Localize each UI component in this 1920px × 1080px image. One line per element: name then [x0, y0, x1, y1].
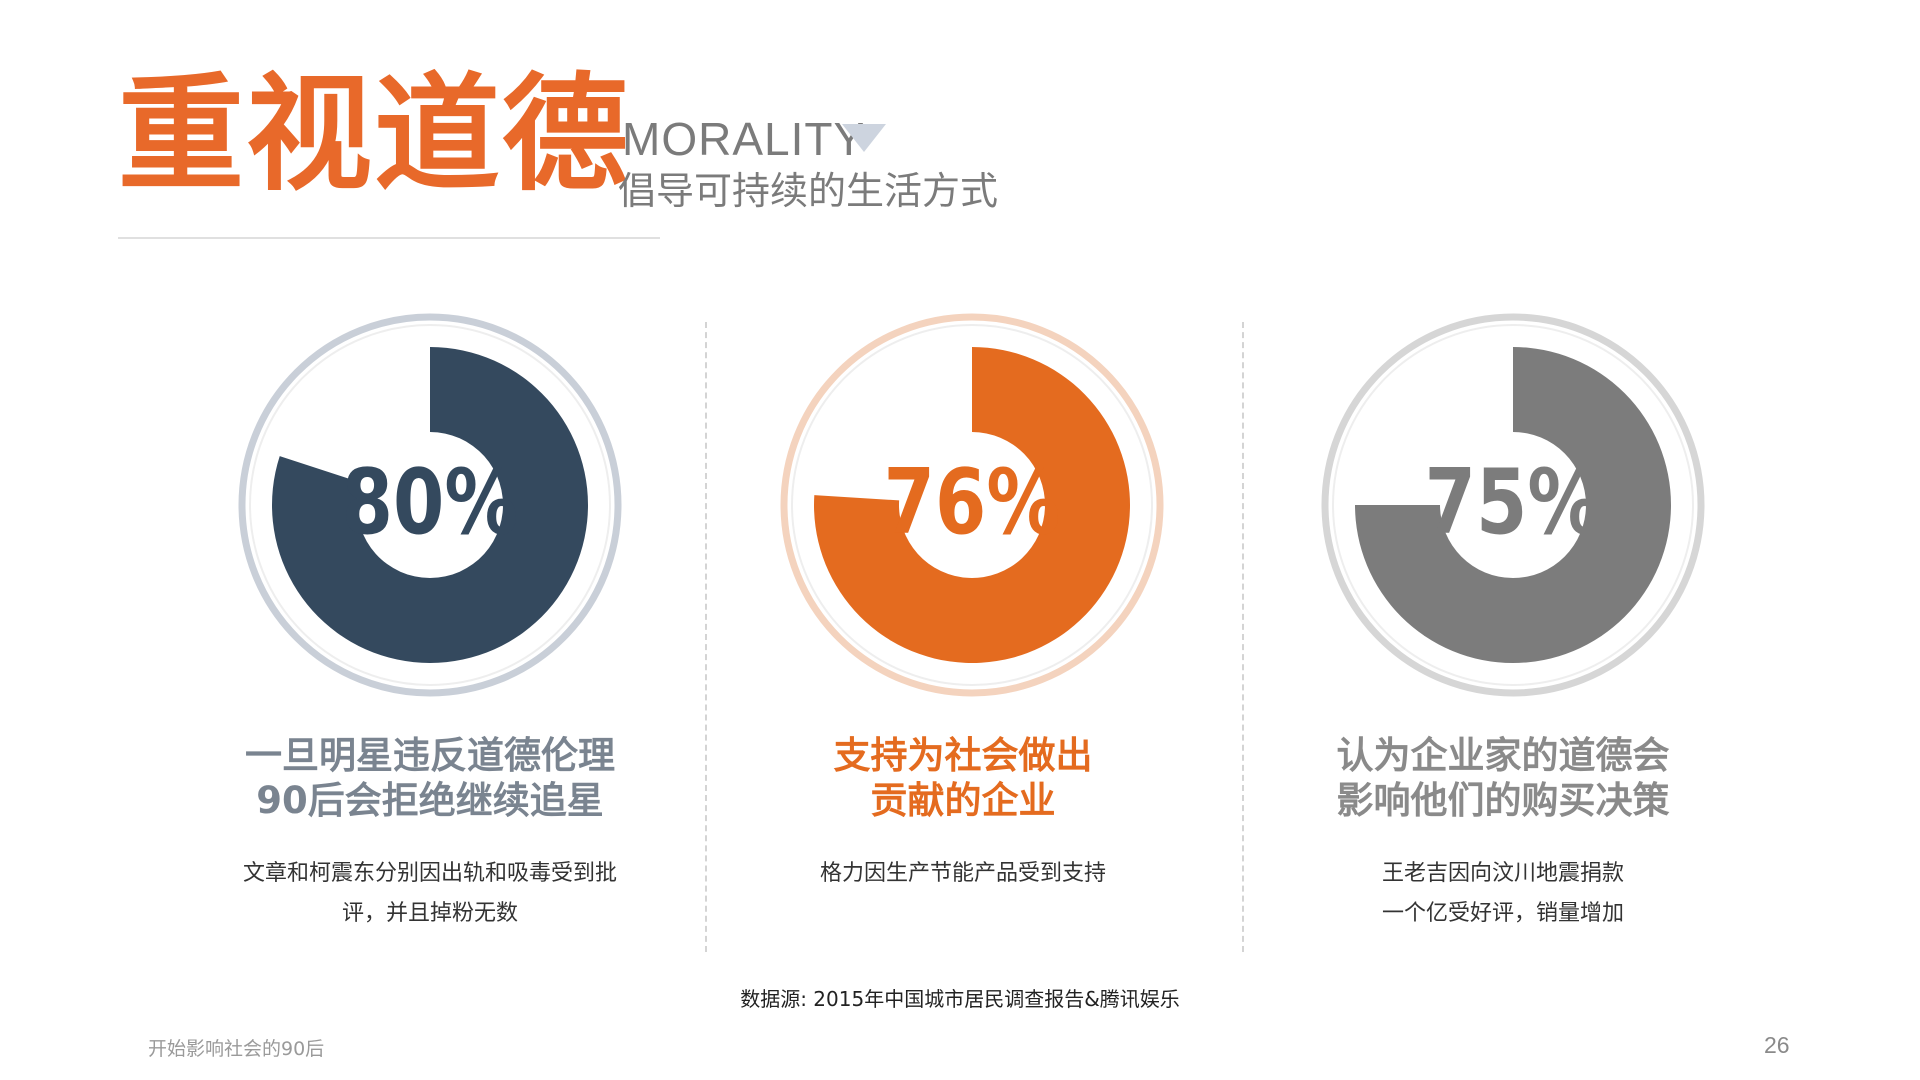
- description-2-line-1: 格力因生产节能产品受到支持: [819, 861, 1106, 886]
- headline-3-line-2: 影响他们的购买决策: [1336, 779, 1670, 822]
- column-divider-2: [1242, 322, 1244, 952]
- donut-value-segment: [272, 347, 588, 663]
- page-subtitle: 倡导可持续的生活方式: [618, 169, 999, 213]
- description-1-line-1: 文章和柯震东分别因出轨和吸毒受到批: [242, 861, 617, 886]
- data-source: 数据源: 2015年中国城市居民调查报告&腾讯娱乐: [740, 987, 1180, 1011]
- headline-1-line-2: 90后会拒绝继续追星: [256, 779, 604, 822]
- title-english: MORALITY: [622, 113, 866, 165]
- donut-chart-1: 80%: [238, 313, 622, 697]
- description-1: 文章和柯震东分别因出轨和吸毒受到批 评，并且掉粉无数: [210, 854, 650, 934]
- headline-1-line-1: 一旦明星违反道德伦理: [245, 734, 615, 777]
- donut-percent-label: 80%: [342, 451, 519, 555]
- headline-2-line-1: 支持为社会做出: [833, 734, 1093, 777]
- page-number: 26: [1764, 1032, 1790, 1058]
- headline-2: 支持为社会做出 贡献的企业: [703, 733, 1223, 823]
- outer-ring: [238, 313, 622, 697]
- page-title: 重视道德: [118, 61, 630, 208]
- donut-value-segment: [1355, 347, 1671, 663]
- footer-caption: 开始影响社会的90后: [148, 1038, 325, 1060]
- headline-3: 认为企业家的道德会 影响他们的购买决策: [1243, 733, 1763, 823]
- donut-percent-label: 75%: [1425, 451, 1602, 555]
- description-3-line-1: 王老吉因向汶川地震捐款: [1381, 861, 1624, 886]
- description-3-line-2: 一个亿受好评，销量增加: [1381, 901, 1624, 926]
- title-divider: [118, 237, 660, 239]
- headline-1: 一旦明星违反道德伦理 90后会拒绝继续追星: [170, 733, 690, 823]
- donut-chart-2: 76%: [780, 313, 1164, 697]
- column-divider-1: [705, 322, 707, 952]
- description-1-line-2: 评，并且掉粉无数: [341, 901, 518, 926]
- description-3: 王老吉因向汶川地震捐款 一个亿受好评，销量增加: [1283, 854, 1723, 934]
- donut-chart-3: 75%: [1321, 313, 1705, 697]
- headline-2-line-2: 贡献的企业: [870, 779, 1056, 822]
- description-2: 格力因生产节能产品受到支持: [743, 854, 1183, 894]
- triangle-down-icon: [842, 124, 886, 152]
- outer-ring: [1321, 313, 1705, 697]
- donut-percent-label: 76%: [884, 451, 1061, 555]
- donut-value-segment: [814, 347, 1130, 663]
- headline-3-line-1: 认为企业家的道德会: [1336, 734, 1670, 777]
- outer-ring: [780, 313, 1164, 697]
